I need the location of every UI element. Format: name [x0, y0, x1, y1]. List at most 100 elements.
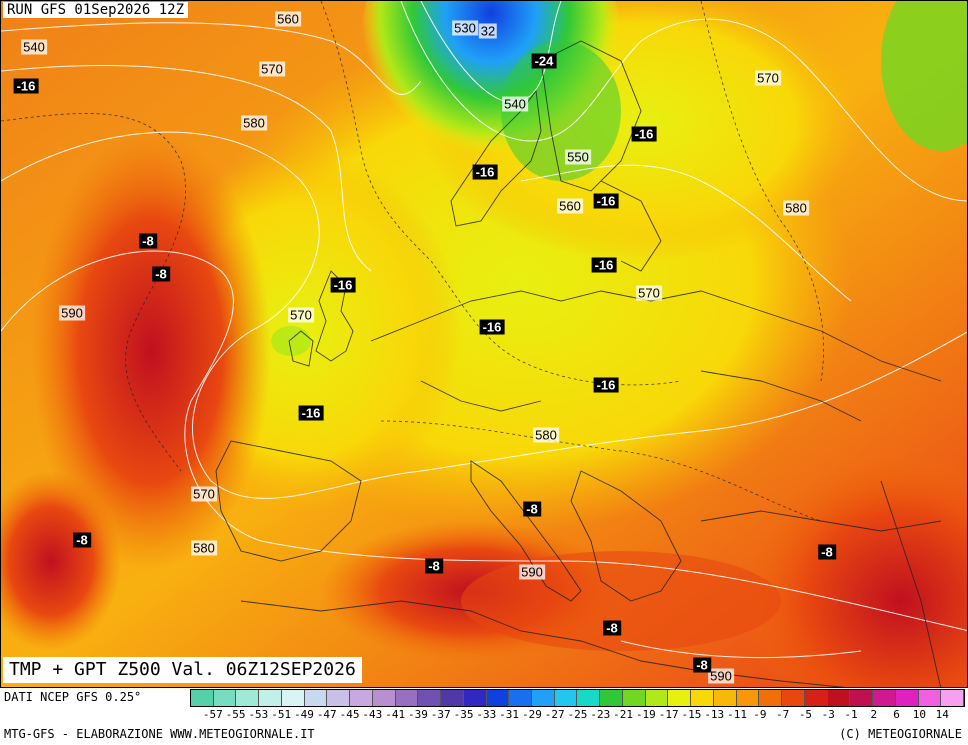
legend-tick-label: -5: [798, 708, 813, 721]
legend-tick-label: -7: [776, 708, 790, 721]
credit-label: MTG-GFS - ELABORAZIONE WWW.METEOGIORNALE…: [4, 727, 315, 741]
legend-tick-label: -25: [567, 708, 588, 721]
run-label: RUN GFS 01Sep2026 12Z: [3, 2, 189, 18]
temperature-label: -24: [531, 53, 557, 69]
map-title: TMP + GPT Z500 Val. 06Z12SEP2026: [3, 657, 362, 683]
legend-tick-label: -29: [521, 708, 542, 721]
z500-label: 540: [21, 39, 47, 55]
z500-label: 570: [755, 70, 781, 86]
legend-tick-label: -19: [635, 708, 656, 721]
legend-tick-label: -31: [499, 708, 520, 721]
legend-swatch: [463, 690, 487, 706]
legend-tick-label: -41: [385, 708, 406, 721]
map-canvas: [1, 1, 967, 687]
temperature-label: -16: [472, 164, 498, 180]
legend-swatch: [668, 690, 692, 706]
legend-swatch: [213, 690, 237, 706]
legend-swatch: [782, 690, 805, 706]
legend-swatch: [532, 690, 555, 706]
legend-swatch: [895, 690, 919, 706]
temperature-label: -16: [13, 78, 39, 94]
legend-tick-label: -3: [821, 708, 835, 721]
temperature-label: -8: [818, 544, 836, 560]
temperature-label: -16: [479, 319, 505, 335]
legend-tick-label: -39: [408, 708, 428, 721]
legend-swatch: [395, 690, 419, 706]
legend-tick-label: -47: [316, 708, 337, 721]
legend-tick-label: -15: [681, 708, 702, 721]
z500-label: 580: [191, 540, 217, 556]
legend-tick-label: -53: [248, 708, 269, 721]
temperature-label: -8: [523, 501, 541, 517]
legend-swatch: [622, 690, 646, 706]
legend-swatch: [350, 690, 373, 706]
legend-swatch: [691, 690, 714, 706]
z500-label: 570: [288, 307, 314, 323]
weather-map: RUN GFS 01Sep2026 12Z 560 540 570 580 53…: [0, 0, 968, 688]
legend-tick-label: -35: [453, 708, 474, 721]
legend-tick-label: 2: [870, 708, 878, 721]
z500-label: 570: [259, 61, 285, 77]
legend-swatch: [850, 690, 874, 706]
legend-swatch: [713, 690, 737, 706]
color-scale-legend: [190, 689, 965, 707]
legend-swatch: [372, 690, 396, 706]
legend-tick-label: -11: [727, 708, 747, 721]
legend-swatch: [418, 690, 442, 706]
z500-label: 530: [452, 20, 478, 36]
legend-tick-label: -45: [339, 708, 360, 721]
legend-swatch: [941, 690, 964, 706]
legend-tick-label: 14: [935, 708, 949, 721]
legend-swatch: [736, 690, 760, 706]
z500-label: 590: [59, 305, 85, 321]
z500-label: 540: [502, 96, 528, 112]
legend-swatch: [259, 690, 282, 706]
temperature-label: -8: [693, 657, 711, 673]
legend-tick-label: -1: [844, 708, 858, 721]
temperature-label: -16: [298, 405, 324, 421]
z500-label: 580: [241, 115, 267, 131]
z500-label: 580: [533, 427, 559, 443]
legend-tick-label: -27: [544, 708, 565, 721]
legend-swatch: [600, 690, 623, 706]
temperature-label: -16: [591, 257, 617, 273]
legend-tick-label: 6: [893, 708, 900, 721]
legend-swatch: [281, 690, 305, 706]
z500-label: 590: [519, 564, 545, 580]
legend-swatch: [804, 690, 828, 706]
z500-label: 580: [783, 200, 809, 216]
legend-swatch: [645, 690, 669, 706]
temperature-label: -8: [73, 532, 91, 548]
legend-tick-label: -17: [658, 708, 679, 721]
legend-tick-label: -33: [476, 708, 497, 721]
legend-tick-label: -51: [271, 708, 292, 721]
temperature-label: -16: [593, 193, 619, 209]
legend-swatch: [486, 690, 510, 706]
temperature-label: -16: [593, 377, 619, 393]
data-source-label: DATI NCEP GFS 0.25°: [4, 690, 142, 704]
legend-tick-label: -55: [225, 708, 246, 721]
z500-label: 570: [636, 285, 662, 301]
legend-tick-label: -37: [430, 708, 451, 721]
z500-label: 570: [191, 486, 217, 502]
legend-swatch: [191, 690, 214, 706]
legend-swatch: [236, 690, 260, 706]
legend-swatch: [327, 690, 351, 706]
legend-tick-label: 10: [912, 708, 927, 721]
temperature-label: -16: [330, 277, 356, 293]
legend-tick-label: -21: [613, 708, 634, 721]
legend-ticks: -57 -55 -53 -51 -49 -47 -45 -43 -41 -39 -37 -35 -33-…: [190, 708, 965, 722]
z500-label: 590: [708, 668, 734, 684]
legend-tick-label: -23: [590, 708, 611, 721]
legend-tick-label: -57: [202, 708, 223, 721]
legend-swatch: [554, 690, 578, 706]
legend-swatch: [441, 690, 464, 706]
z500-label: 32: [478, 23, 498, 39]
legend-tick-label: -9: [753, 708, 767, 721]
legend-swatch: [577, 690, 601, 706]
legend-swatch: [827, 690, 851, 706]
legend-swatch: [304, 690, 328, 706]
temperature-label: -8: [152, 266, 170, 282]
temperature-label: -8: [425, 558, 443, 574]
legend-swatch: [509, 690, 533, 706]
